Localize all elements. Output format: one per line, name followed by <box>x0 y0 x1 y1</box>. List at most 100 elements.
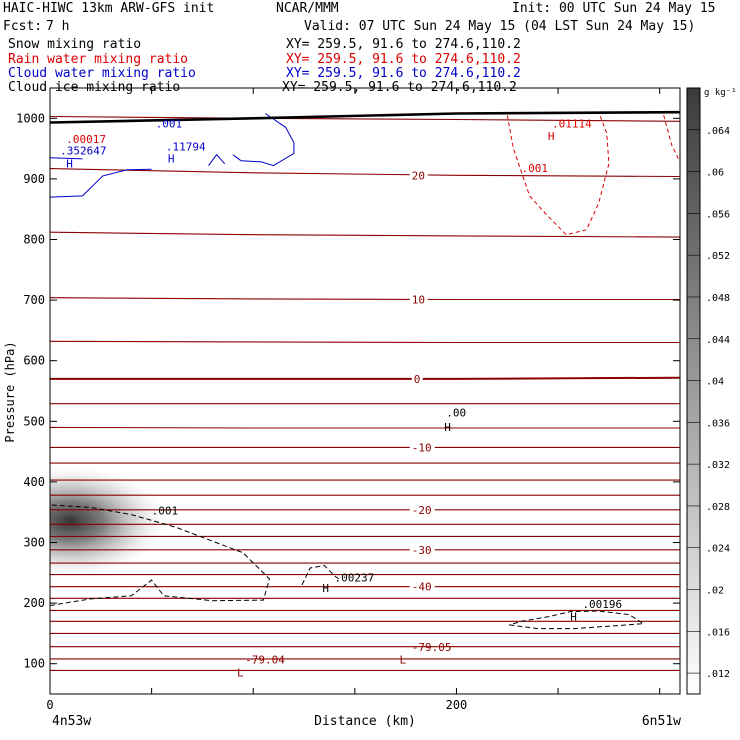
y-tick-label: 300 <box>23 536 45 550</box>
terrain-line <box>50 110 680 124</box>
contour-annotation: .00 <box>446 406 466 419</box>
init-time: Init: 00 UTC Sun 24 May 15 <box>512 1 716 16</box>
temperature-contour <box>50 168 680 178</box>
contour-annotation: L <box>400 654 407 667</box>
colorbar-tick-label: .012 <box>706 669 730 680</box>
contour-annotation: H <box>66 157 73 170</box>
contour-annotation: H <box>444 421 451 434</box>
colorbar-tick-label: .016 <box>706 627 730 638</box>
contour-annotation: .00017 <box>66 133 106 146</box>
colorbar-tick-label: .044 <box>706 335 730 346</box>
contour-annotation: .00196 <box>582 598 622 611</box>
cloud-ice-contour <box>301 564 339 586</box>
colorbar-tick-label: .036 <box>706 418 730 429</box>
temperature-contour <box>50 231 680 238</box>
field-xy-cloud-ice: XY= 259.5, 91.6 to 274.6,110.2 <box>282 80 517 95</box>
field-xy-cloud-water: XY= 259.5, 91.6 to 274.6,110.2 <box>286 66 521 81</box>
x-tick-label: 200 <box>446 698 468 712</box>
y-tick-label: 700 <box>23 293 45 307</box>
temperature-contours: -40 -30 -20 -10 0 10 20 <box>50 115 680 671</box>
x-end-label: 6n51w <box>642 714 681 729</box>
temperature-contour-label: 10 <box>412 293 425 306</box>
x-start-label: 4n53w <box>52 714 91 729</box>
colorbar-ticks: .012 .016 .02 .024 .028 .032 .036 .04 .044 .048 .0… <box>687 126 730 680</box>
y-tick-label: 200 <box>23 596 45 610</box>
contour-annotation: .001 <box>156 117 183 130</box>
cloud-ice-contour <box>509 610 645 630</box>
field-xy-rain: XY= 259.5, 91.6 to 274.6,110.2 <box>286 52 521 67</box>
temperature-contour-label: -30 <box>412 544 432 557</box>
y-tick-label: 600 <box>23 354 45 368</box>
colorbar <box>686 87 701 695</box>
contour-label-bg <box>409 169 428 182</box>
fcst-value: 7 h <box>46 19 70 34</box>
temperature-contour-label: 0 <box>414 373 421 386</box>
colorbar-tick-label: .024 <box>706 544 730 555</box>
colorbar-tick-label: .056 <box>706 209 730 220</box>
fcst-label: Fcst: <box>3 19 43 34</box>
temperature-contour-label: 20 <box>412 169 425 182</box>
contour-annotation: -79.05 <box>412 641 452 654</box>
contour-label-bg <box>409 580 435 593</box>
cloud-water-contour <box>50 168 152 198</box>
contour-annotations: L-79.04 L-79.05H.00237H.00196.001H.00H.35… <box>60 117 622 679</box>
rain-water-contours <box>506 112 680 236</box>
contour-annotation: H <box>570 611 577 624</box>
contour-annotation: H <box>322 582 329 595</box>
temperature-contour <box>50 376 680 380</box>
colorbar-tick-label: .032 <box>706 460 730 471</box>
colorbar-tick-label: .064 <box>706 126 730 137</box>
temperature-contour <box>50 426 680 429</box>
contour-annotation: .00237 <box>335 571 375 584</box>
colorbar-tick-label: .02 <box>706 586 724 597</box>
contour-annotation: L <box>237 666 244 679</box>
colorbar-tick-label: .028 <box>706 502 730 513</box>
colorbar-unit: g kg⁻¹ <box>704 88 737 98</box>
snow-mixing-ratio-shading <box>50 466 166 577</box>
contour-label-bg <box>409 441 435 454</box>
temperature-contour-label: -20 <box>412 504 432 517</box>
contour-label-bg <box>411 372 423 385</box>
temperature-contour <box>50 340 680 344</box>
rain-water-contour <box>506 112 610 236</box>
cloud-ice-contours <box>50 504 645 630</box>
field-name-snow: Snow mixing ratio <box>8 37 142 52</box>
field-name-rain: Rain water mixing ratio <box>8 52 189 67</box>
contour-annotation: .11794 <box>166 140 206 153</box>
y-tick-label: 100 <box>23 657 45 671</box>
y-tick-label: 1000 <box>16 111 45 125</box>
field-name-cloud-water: Cloud water mixing ratio <box>8 66 196 81</box>
cloud-water-contour <box>50 157 83 160</box>
contour-annotation: H <box>168 153 175 166</box>
contour-label-bg <box>409 293 428 306</box>
field-xy-snow: XY= 259.5, 91.6 to 274.6,110.2 <box>286 37 521 52</box>
temperature-contour <box>50 297 680 301</box>
colorbar-tick-label: .048 <box>706 293 730 304</box>
cloud-ice-contour <box>50 504 271 606</box>
y-tick-label: 500 <box>23 414 45 428</box>
contour-annotation: -79.04 <box>245 654 285 667</box>
y-axis-label: Pressure (hPa) <box>3 341 17 442</box>
rain-water-contour <box>663 115 680 163</box>
x-axis-label: Distance (km) <box>314 714 416 729</box>
cloud-water-contour <box>232 113 295 167</box>
contour-annotation: H <box>548 130 555 143</box>
valid-time: Valid: 07 UTC Sun 24 May 15 (04 LST Sun … <box>304 19 696 34</box>
y-tick-label: 400 <box>23 475 45 489</box>
cloud-water-contour <box>208 153 226 166</box>
contour-annotation: .001 <box>152 505 179 518</box>
contour-annotation: .352647 <box>60 145 106 158</box>
y-tick-label: 800 <box>23 233 45 247</box>
cloud-water-contours <box>50 113 295 198</box>
y-tick-label: 900 <box>23 172 45 186</box>
temperature-contour-label: -40 <box>412 581 432 594</box>
x-tick-label: 0 <box>46 698 53 712</box>
colorbar-tick-label: .052 <box>706 251 730 262</box>
contour-annotation: .01114 <box>552 117 592 130</box>
contour-label-bg <box>409 503 435 516</box>
temperature-contour <box>50 115 680 122</box>
contour-label-bg <box>409 543 435 556</box>
colorbar-tick-label: .04 <box>706 377 724 388</box>
